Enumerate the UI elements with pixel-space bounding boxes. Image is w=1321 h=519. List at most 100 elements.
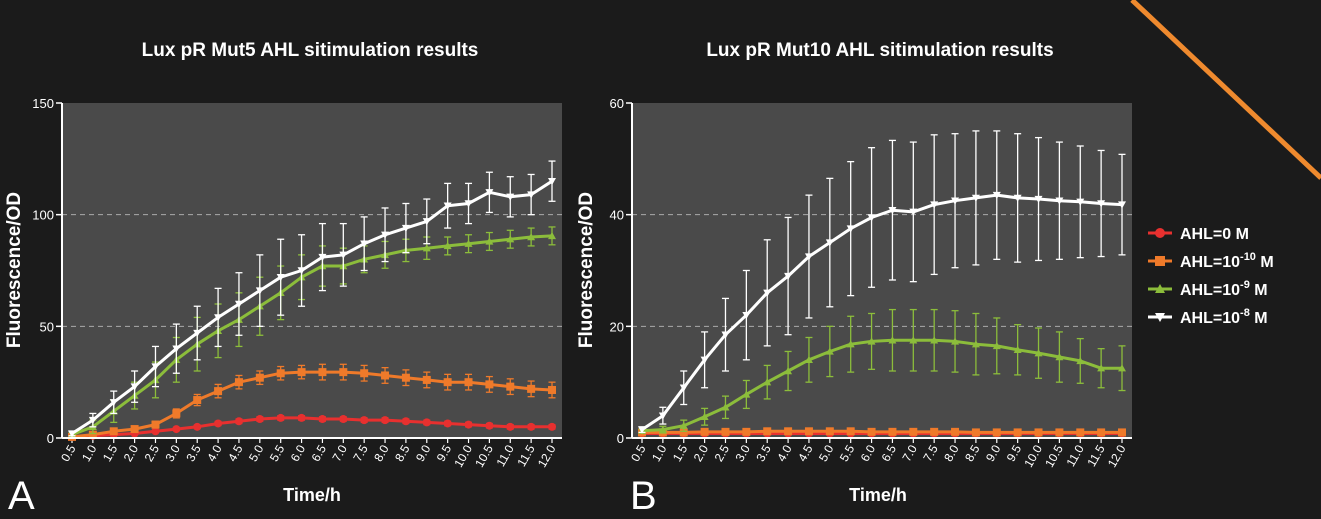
data-point	[1076, 356, 1085, 365]
x-tick-label: 9.5	[434, 442, 455, 464]
y-axis-label: Fluorescence/OD	[4, 192, 25, 348]
data-point	[951, 427, 960, 436]
data-point	[401, 224, 410, 233]
data-point	[381, 371, 390, 380]
x-tick-label: 1.0	[79, 442, 100, 464]
series-1	[68, 413, 556, 441]
data-point	[679, 428, 688, 437]
data-point	[234, 300, 243, 308]
data-point	[846, 225, 855, 233]
x-tick-label: 4.0	[774, 442, 795, 464]
data-point	[151, 363, 160, 371]
data-point	[109, 427, 118, 436]
x-tick-label: 4.0	[204, 442, 225, 464]
x-tick-label: 5.0	[816, 442, 837, 464]
data-point	[214, 419, 223, 428]
y-tick-label: 0	[617, 431, 624, 446]
data-point	[297, 267, 306, 275]
data-point	[297, 368, 306, 377]
data-point	[1097, 364, 1106, 372]
series-4	[638, 130, 1126, 434]
x-tick-label: 12.0	[535, 442, 559, 470]
data-point	[193, 422, 202, 431]
data-point	[527, 422, 536, 431]
x-tick-label: 10.5	[1042, 442, 1066, 470]
y-tick-label: 100	[32, 208, 54, 223]
data-point	[888, 207, 897, 215]
plot-area	[632, 103, 1132, 438]
x-tick-label: 2.0	[121, 442, 142, 464]
chart-panel-b: Lux pR Mut10 AHL sitimulation results Fl…	[576, 40, 1132, 518]
data-point	[151, 420, 160, 429]
y-tick-label: 20	[610, 319, 624, 334]
data-point	[506, 193, 515, 201]
data-point	[151, 427, 160, 436]
data-point	[930, 427, 939, 436]
data-point	[867, 337, 876, 345]
x-tick-label: 11.0	[494, 442, 518, 469]
data-point	[255, 373, 264, 382]
x-tick-label: 9.0	[413, 442, 434, 464]
data-point	[464, 200, 473, 208]
x-tick-label: 7.5	[920, 442, 941, 464]
x-tick-label: 0.5	[58, 442, 79, 464]
data-point	[742, 311, 751, 320]
data-point	[825, 239, 834, 247]
data-point	[700, 412, 709, 420]
x-tick-label: 4.5	[795, 442, 816, 464]
data-point	[339, 368, 348, 377]
data-point	[109, 399, 118, 407]
data-point	[339, 415, 348, 424]
legend-item: AHL=0 M	[1148, 226, 1249, 243]
panel-letter: A	[8, 474, 35, 518]
data-point	[930, 201, 939, 209]
data-point	[381, 416, 390, 425]
data-point	[318, 415, 327, 424]
x-tick-label: 1.5	[670, 442, 691, 464]
data-point	[506, 422, 515, 431]
chart-title: Lux pR Mut10 AHL sitimulation results	[706, 40, 1053, 61]
data-point	[422, 375, 431, 384]
x-tick-label: 6.5	[309, 442, 330, 464]
data-point	[804, 427, 813, 436]
series-line	[641, 338, 1122, 433]
x-tick-label: 9.0	[983, 442, 1004, 464]
data-point	[1034, 428, 1043, 437]
data-point	[909, 208, 918, 216]
data-point	[846, 340, 855, 348]
x-tick-label: 2.0	[691, 442, 712, 464]
data-point	[992, 191, 1001, 200]
data-point	[130, 383, 139, 391]
data-point	[951, 197, 960, 205]
data-point	[443, 419, 452, 428]
x-tick-label: 2.5	[142, 442, 163, 464]
legend-marker	[1155, 256, 1165, 266]
data-point	[276, 369, 285, 378]
data-point	[971, 194, 980, 202]
x-tick-label: 6.0	[858, 442, 879, 464]
data-point	[172, 425, 181, 434]
x-tick-label: 3.0	[732, 442, 753, 464]
data-point	[930, 336, 939, 344]
data-point	[485, 237, 494, 245]
x-tick-label: 7.0	[899, 442, 920, 464]
x-tick-label: 2.5	[712, 442, 733, 464]
x-tick-label: 11.5	[1084, 442, 1108, 469]
data-point	[1013, 194, 1022, 202]
y-tick-label: 60	[610, 96, 624, 111]
x-tick-label: 1.5	[100, 442, 121, 464]
data-point	[846, 427, 855, 436]
x-tick-label: 8.5	[962, 442, 983, 464]
data-point	[1076, 428, 1085, 437]
data-point	[234, 378, 243, 387]
legend-item: AHL=10-9 M	[1148, 279, 1268, 299]
data-point	[784, 367, 793, 375]
data-point	[485, 380, 494, 389]
x-tick-label: 9.5	[1004, 442, 1025, 464]
data-point	[88, 416, 97, 425]
data-point	[443, 378, 452, 387]
data-point	[992, 428, 1001, 437]
chart-legend: AHL=0 M AHL=10-10 M AHL=10-9 M AHL=10-8 M	[1148, 226, 1274, 327]
data-point	[638, 426, 646, 434]
data-point	[763, 378, 772, 386]
